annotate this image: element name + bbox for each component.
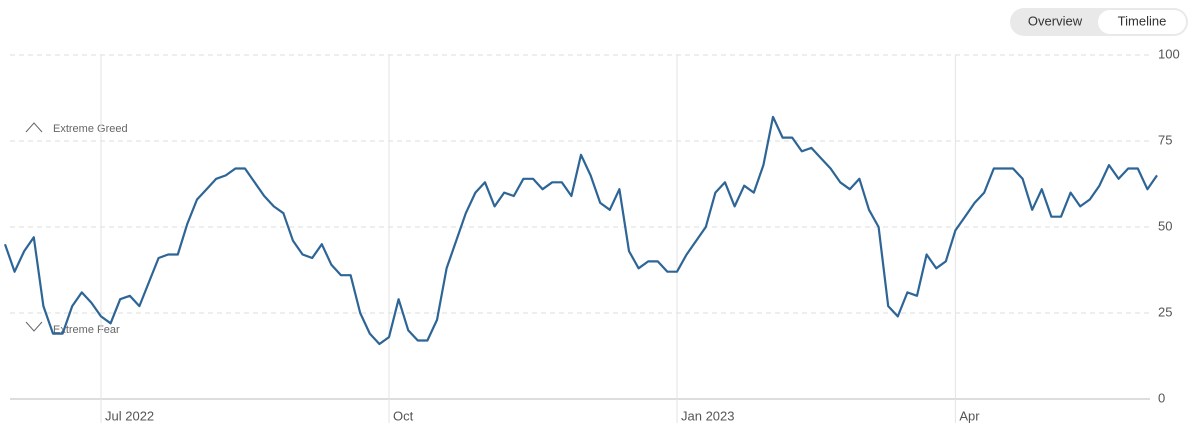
line-series xyxy=(3,115,1158,346)
x-tick-label: Jul 2022 xyxy=(105,408,154,423)
x-tick-label: Oct xyxy=(393,408,414,423)
y-tick-label: 75 xyxy=(1158,132,1172,147)
fear-icon xyxy=(25,321,43,332)
y-tick-label: 0 xyxy=(1158,390,1165,405)
view-toggle: Overview Timeline xyxy=(1010,8,1188,36)
greed-icon xyxy=(25,122,43,133)
toggle-option[interactable]: Overview xyxy=(1028,13,1083,28)
toggle-selected xyxy=(1098,10,1186,34)
y-tick-label: 25 xyxy=(1158,304,1172,319)
annotation: Extreme Fear xyxy=(53,324,120,336)
y-tick-label: 100 xyxy=(1158,46,1180,61)
y-tick-label: 50 xyxy=(1158,218,1172,233)
annotation: Extreme Greed xyxy=(53,123,128,135)
toggle-option[interactable]: Timeline xyxy=(1118,13,1167,28)
x-tick-label: Apr xyxy=(959,408,980,423)
x-tick-label: Jan 2023 xyxy=(681,408,735,423)
